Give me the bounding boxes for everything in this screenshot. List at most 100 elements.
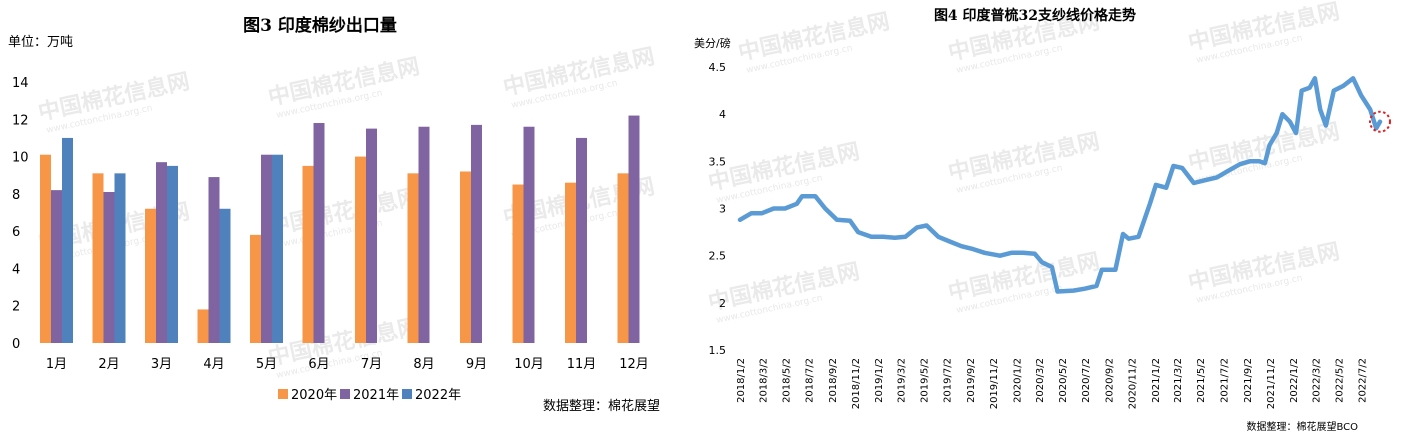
y-tick-label: 2 <box>12 300 20 315</box>
bar-2020年-11月 <box>565 182 576 343</box>
bar-2020年-8月 <box>407 173 419 343</box>
x-axis: 2018/1/2 2018/3/2 2018/5/2 2018/7/2 2018/9/2… <box>736 358 1368 409</box>
y-tick-label: 6 <box>12 225 20 240</box>
unit-label: 美分/磅 <box>694 36 731 50</box>
y-tick-label: 4 <box>719 108 726 121</box>
bar-2020年-3月 <box>145 208 156 343</box>
bars <box>40 115 640 343</box>
x-tick-label: 2018/7/2 <box>805 358 816 403</box>
bar-2020年-2月 <box>92 173 104 343</box>
y-tick-label: 4.5 <box>709 61 727 74</box>
bar-2020年-4月 <box>197 309 209 343</box>
bar-2020年-5月 <box>250 234 261 343</box>
x-tick-label: 2018/3/2 <box>758 358 769 403</box>
price-series <box>737 76 1383 294</box>
x-tick-label: 3月 <box>151 357 172 372</box>
x-tick-label: 2019/5/2 <box>920 358 931 403</box>
bar-2020年-6月 <box>302 165 314 343</box>
x-tick-label: 2020/7/2 <box>1081 358 1092 403</box>
x-tick-label: 6月 <box>308 357 329 372</box>
x-tick-label: 11月 <box>567 357 597 372</box>
x-tick-label: 2020/9/2 <box>1105 358 1116 403</box>
bar-2021年-1月 <box>51 190 62 343</box>
yarn-price-chart-panel: 中国棉花信息网 www.cottonchina.org.cn 中国棉花信息网 www.… <box>690 0 1403 439</box>
x-tick-label: 12月 <box>619 357 649 372</box>
x-tick-label: 2018/9/2 <box>828 358 839 403</box>
bar-2021年-12月 <box>628 115 640 343</box>
bar-2020年-12月 <box>617 173 629 343</box>
x-tick-label: 2020/5/2 <box>1058 358 1069 403</box>
export-volume-chart-panel: 中国棉花信息网 www.cottonchina.org.cn 中国棉花信息网 www.… <box>0 0 690 439</box>
y-tick-label: 8 <box>12 188 20 203</box>
x-tick-label: 9月 <box>466 357 487 372</box>
x-tick-label: 2021/1/2 <box>1151 358 1162 403</box>
unit-label: 单位：万吨 <box>8 35 73 50</box>
x-tick-label: 4月 <box>203 357 224 372</box>
bar-2022年-5月 <box>272 154 283 343</box>
y-tick-label: 0 <box>12 337 20 352</box>
y-tick-label: 12 <box>12 113 29 128</box>
chart-title: 图4 印度普梳32支纱线价格走势 <box>934 7 1136 24</box>
y-tick-label: 1.5 <box>709 344 727 357</box>
bar-2020年-1月 <box>40 154 51 343</box>
bar-2021年-5月 <box>261 154 272 343</box>
x-tick-label: 2022/5/2 <box>1334 358 1345 403</box>
x-tick-label: 2021/9/2 <box>1243 358 1254 403</box>
x-tick-label: 2020/11/2 <box>1128 358 1139 409</box>
y-tick-label: 14 <box>12 76 29 91</box>
x-tick-label: 2019/11/2 <box>989 358 1000 409</box>
bar-2021年-11月 <box>576 137 587 343</box>
price-line <box>737 76 1383 294</box>
bar-2020年-9月 <box>460 171 471 343</box>
bar-2020年-7月 <box>355 156 366 343</box>
y-axis: 0 2 4 6 8 10 12 14 <box>12 76 29 352</box>
bar-2021年-10月 <box>523 126 535 343</box>
bar-2022年-3月 <box>167 165 178 343</box>
y-tick-label: 3 <box>719 203 726 216</box>
y-tick-label: 10 <box>12 151 29 166</box>
x-tick-label: 2019/1/2 <box>874 358 885 403</box>
bar-2021年-6月 <box>313 123 325 343</box>
y-axis: 1.5 2 2.5 3 3.5 4 4.5 <box>709 61 727 357</box>
legend-swatch <box>278 389 288 399</box>
bar-2022年-4月 <box>219 208 231 343</box>
x-tick-label: 8月 <box>413 357 434 372</box>
x-tick-label: 2022/7/2 <box>1357 358 1368 403</box>
source-label: 数据整理：棉花展望 <box>543 398 660 414</box>
x-tick-label: 1月 <box>46 357 67 372</box>
x-tick-label: 2022/1/2 <box>1289 358 1300 403</box>
bar-2021年-7月 <box>366 128 377 343</box>
y-tick-label: 2 <box>719 297 726 310</box>
latest-point-circle <box>1369 110 1391 133</box>
bar-2021年-8月 <box>418 126 430 343</box>
x-tick-label: 2021/11/2 <box>1266 358 1277 409</box>
x-tick-label: 2019/9/2 <box>966 358 977 403</box>
x-tick-label: 5月 <box>256 357 277 372</box>
legend: 2020年 2021年 2022年 <box>278 388 461 403</box>
x-tick-label: 2021/3/2 <box>1173 358 1184 403</box>
x-tick-label: 2020/3/2 <box>1035 358 1046 403</box>
bar-2022年-2月 <box>114 173 126 343</box>
x-tick-label: 2021/5/2 <box>1196 358 1207 403</box>
x-tick-label: 2018/11/2 <box>851 358 862 409</box>
chart-title: 图3 印度棉纱出口量 <box>243 15 397 36</box>
x-axis: 1月 2月 3月 4月 5月 6月 7月 8月 9月 10月 11月 12月 <box>46 357 649 372</box>
y-tick-label: 2.5 <box>709 250 727 263</box>
x-tick-label: 2022/3/2 <box>1311 358 1322 403</box>
legend-label: 2020年 <box>291 388 337 403</box>
bar-2020年-10月 <box>512 184 524 343</box>
y-tick-label: 3.5 <box>709 155 727 168</box>
source-label: 数据整理：棉花展望BCO <box>1246 420 1358 433</box>
